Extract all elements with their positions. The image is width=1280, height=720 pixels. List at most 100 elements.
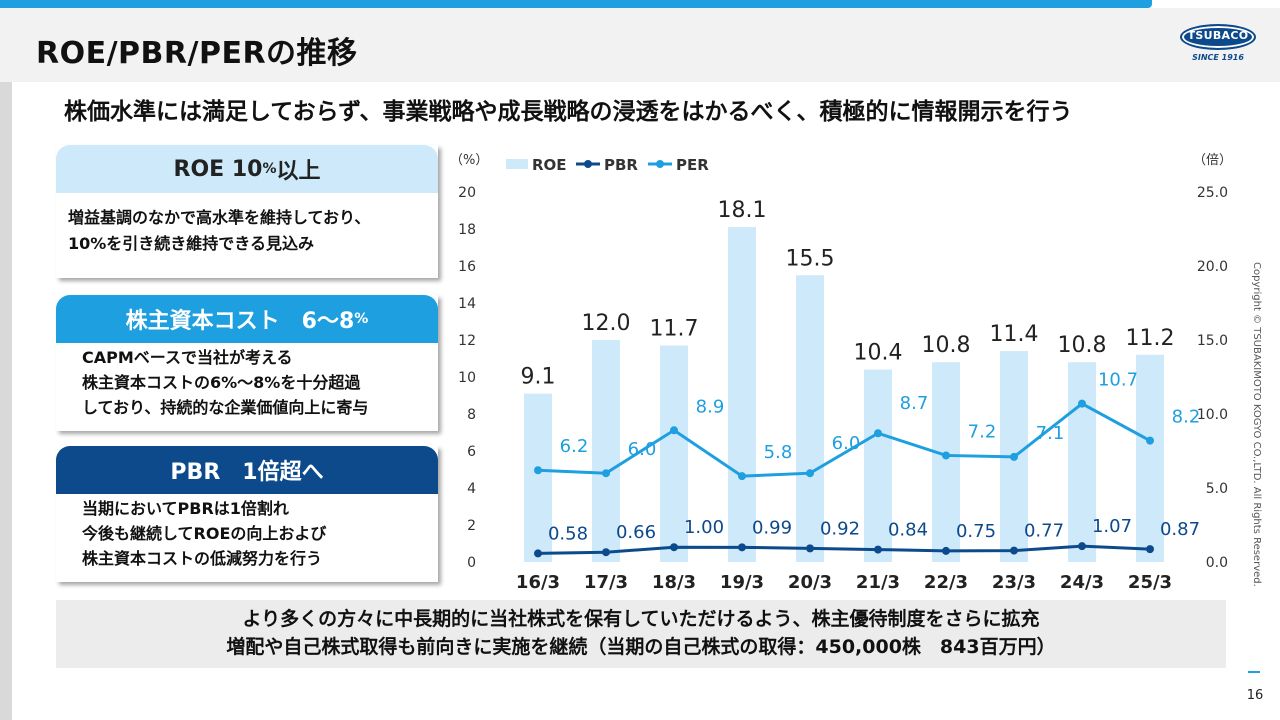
roe-card-body: 増益基調のなかで高水準を維持しており、 10%を引き続き維持できる見込み xyxy=(56,193,438,257)
roe-card-title-main: ROE 10 xyxy=(173,156,263,182)
left-axis-tick: 20 xyxy=(458,185,476,201)
pbr-point xyxy=(534,549,542,558)
pbr-data-label: 0.92 xyxy=(820,518,860,539)
per-data-label: 6.2 xyxy=(560,436,589,457)
category-label: 21/3 xyxy=(856,572,900,593)
roe-data-label: 11.4 xyxy=(990,322,1039,347)
copyright-notice: Copyright © TSUBAKIMOTO KOGYO CO.,LTD. A… xyxy=(1246,262,1266,602)
roe-card-title-unit: % xyxy=(262,161,277,177)
per-point xyxy=(1146,436,1154,445)
title-band xyxy=(0,8,1280,82)
pbr-data-label: 0.66 xyxy=(616,522,656,543)
roe-bar xyxy=(728,227,756,562)
bottom-line-2: 増配や自己株式取得も前向きに実施を継続（当期の自己株式の取得：450,000株 … xyxy=(226,636,1056,658)
roe-data-label: 12.0 xyxy=(582,311,631,336)
top-accent-bar xyxy=(0,0,1152,8)
cost-card-title-main: 株主資本コスト 6～8 xyxy=(125,309,355,334)
right-axis-tick: 5.0 xyxy=(1206,481,1228,497)
roe-card-title-suffix: 以上 xyxy=(276,159,321,184)
bottom-line-1: より多くの方々に中長期的に当社株式を保有していただけるよう、株主優待制度をさらに… xyxy=(242,608,1040,630)
roe-card: ROE 10% 以上 増益基調のなかで高水準を維持しており、 10%を引き続き維持… xyxy=(56,145,438,278)
pbr-card: PBR 1倍超へ 当期においてPBRは1倍割れ 今後も継続してROEの向上および… xyxy=(56,446,438,582)
pbr-card-title: PBR 1倍超へ xyxy=(56,446,438,494)
per-point xyxy=(738,472,746,481)
roe-card-title: ROE 10% 以上 xyxy=(56,145,438,193)
roe-card-line: 増益基調のなかで高水準を維持しており、 xyxy=(68,208,371,227)
roe-bar xyxy=(864,369,892,562)
pbr-data-label: 0.75 xyxy=(956,521,996,542)
roe-data-label: 10.8 xyxy=(922,333,971,358)
pbr-data-label: 0.77 xyxy=(1024,521,1064,542)
right-axis-tick: 20.0 xyxy=(1197,259,1228,275)
cost-card-body: CAPMベースで当社が考える 株主資本コストの6%～8%を十分超過 しており、持… xyxy=(56,343,438,420)
left-axis-tick: 18 xyxy=(458,222,476,238)
pbr-data-label: 0.58 xyxy=(548,523,588,544)
left-axis-unit: （%） xyxy=(450,153,488,168)
per-point xyxy=(670,426,678,435)
roe-data-label: 18.1 xyxy=(718,198,767,223)
per-data-label: 6.0 xyxy=(832,433,861,454)
roe-data-label: 10.8 xyxy=(1058,333,1107,358)
pbr-card-line: 今後も継続してROEの向上および xyxy=(82,524,327,543)
per-data-label: 5.8 xyxy=(764,442,793,463)
headline: 株価水準には満足しておらず、事業戦略や成長戦略の浸透をはかるべく、積極的に情報開… xyxy=(64,99,1073,125)
logo-since: SINCE 1916 xyxy=(1192,53,1244,62)
cost-card-title-unit: % xyxy=(354,311,369,327)
pbr-card-body: 当期においてPBRは1倍割れ 今後も継続してROEの向上および 株主資本コストの… xyxy=(56,494,438,571)
left-axis-tick: 8 xyxy=(467,407,476,423)
right-axis-tick: 25.0 xyxy=(1197,185,1228,201)
pbr-data-label: 1.00 xyxy=(684,517,724,538)
pbr-point xyxy=(738,543,746,552)
pbr-point xyxy=(602,548,610,557)
pbr-card-line: 株主資本コストの低減努力を行う xyxy=(82,549,323,568)
per-data-label: 8.9 xyxy=(696,396,725,417)
roe-data-label: 11.7 xyxy=(650,317,699,342)
category-label: 22/3 xyxy=(924,572,968,593)
roe-data-label: 9.1 xyxy=(521,365,556,390)
roe-data-label: 10.4 xyxy=(854,341,903,366)
roe-bar xyxy=(660,345,688,562)
category-label: 23/3 xyxy=(992,572,1036,593)
category-label: 20/3 xyxy=(788,572,832,593)
category-label: 17/3 xyxy=(584,572,628,593)
roe-bar xyxy=(1068,362,1096,562)
roe-bar xyxy=(1136,354,1164,562)
pbr-data-label: 0.87 xyxy=(1160,519,1200,540)
pbr-point xyxy=(1146,545,1154,554)
logo-name: TSUBACO xyxy=(1187,29,1249,42)
per-point xyxy=(534,466,542,475)
category-label: 19/3 xyxy=(720,572,764,593)
pbr-point xyxy=(670,543,678,552)
legend-roe-swatch xyxy=(506,159,528,169)
right-axis-tick: 0.0 xyxy=(1206,555,1228,571)
category-label: 16/3 xyxy=(516,572,560,593)
per-point xyxy=(806,469,814,478)
roe-bar xyxy=(524,393,552,562)
per-point xyxy=(1078,399,1086,408)
per-data-label: 10.7 xyxy=(1098,370,1138,391)
pbr-data-label: 0.84 xyxy=(888,520,928,541)
roe-bar xyxy=(592,340,620,562)
legend-per-label: PER xyxy=(676,156,709,174)
left-stripe xyxy=(0,82,12,720)
copyright-text: Copyright © TSUBAKIMOTO KOGYO CO.,LTD. A… xyxy=(1251,262,1262,587)
right-axis-tick: 15.0 xyxy=(1197,333,1228,349)
pbr-point xyxy=(1010,546,1018,555)
per-line xyxy=(537,401,1151,478)
roe-data-label: 15.5 xyxy=(786,246,835,271)
right-axis-tick: 10.0 xyxy=(1197,407,1228,423)
per-data-label: 6.0 xyxy=(628,439,657,460)
left-axis-tick: 12 xyxy=(458,333,476,349)
left-axis-tick: 2 xyxy=(467,518,476,534)
category-label: 18/3 xyxy=(652,572,696,593)
pbr-data-label: 1.07 xyxy=(1092,516,1132,537)
per-point xyxy=(1010,452,1018,461)
per-point xyxy=(942,451,950,460)
company-logo: TSUBACO SINCE 1916 xyxy=(1176,22,1260,66)
legend-roe-label: ROE xyxy=(532,156,567,174)
legend-pbr-marker xyxy=(584,160,592,168)
left-axis-tick: 14 xyxy=(458,296,476,312)
right-axis-unit: （倍） xyxy=(1193,153,1232,168)
left-axis-tick: 10 xyxy=(458,370,476,386)
cost-card-title: 株主資本コスト 6～8% xyxy=(56,295,438,343)
